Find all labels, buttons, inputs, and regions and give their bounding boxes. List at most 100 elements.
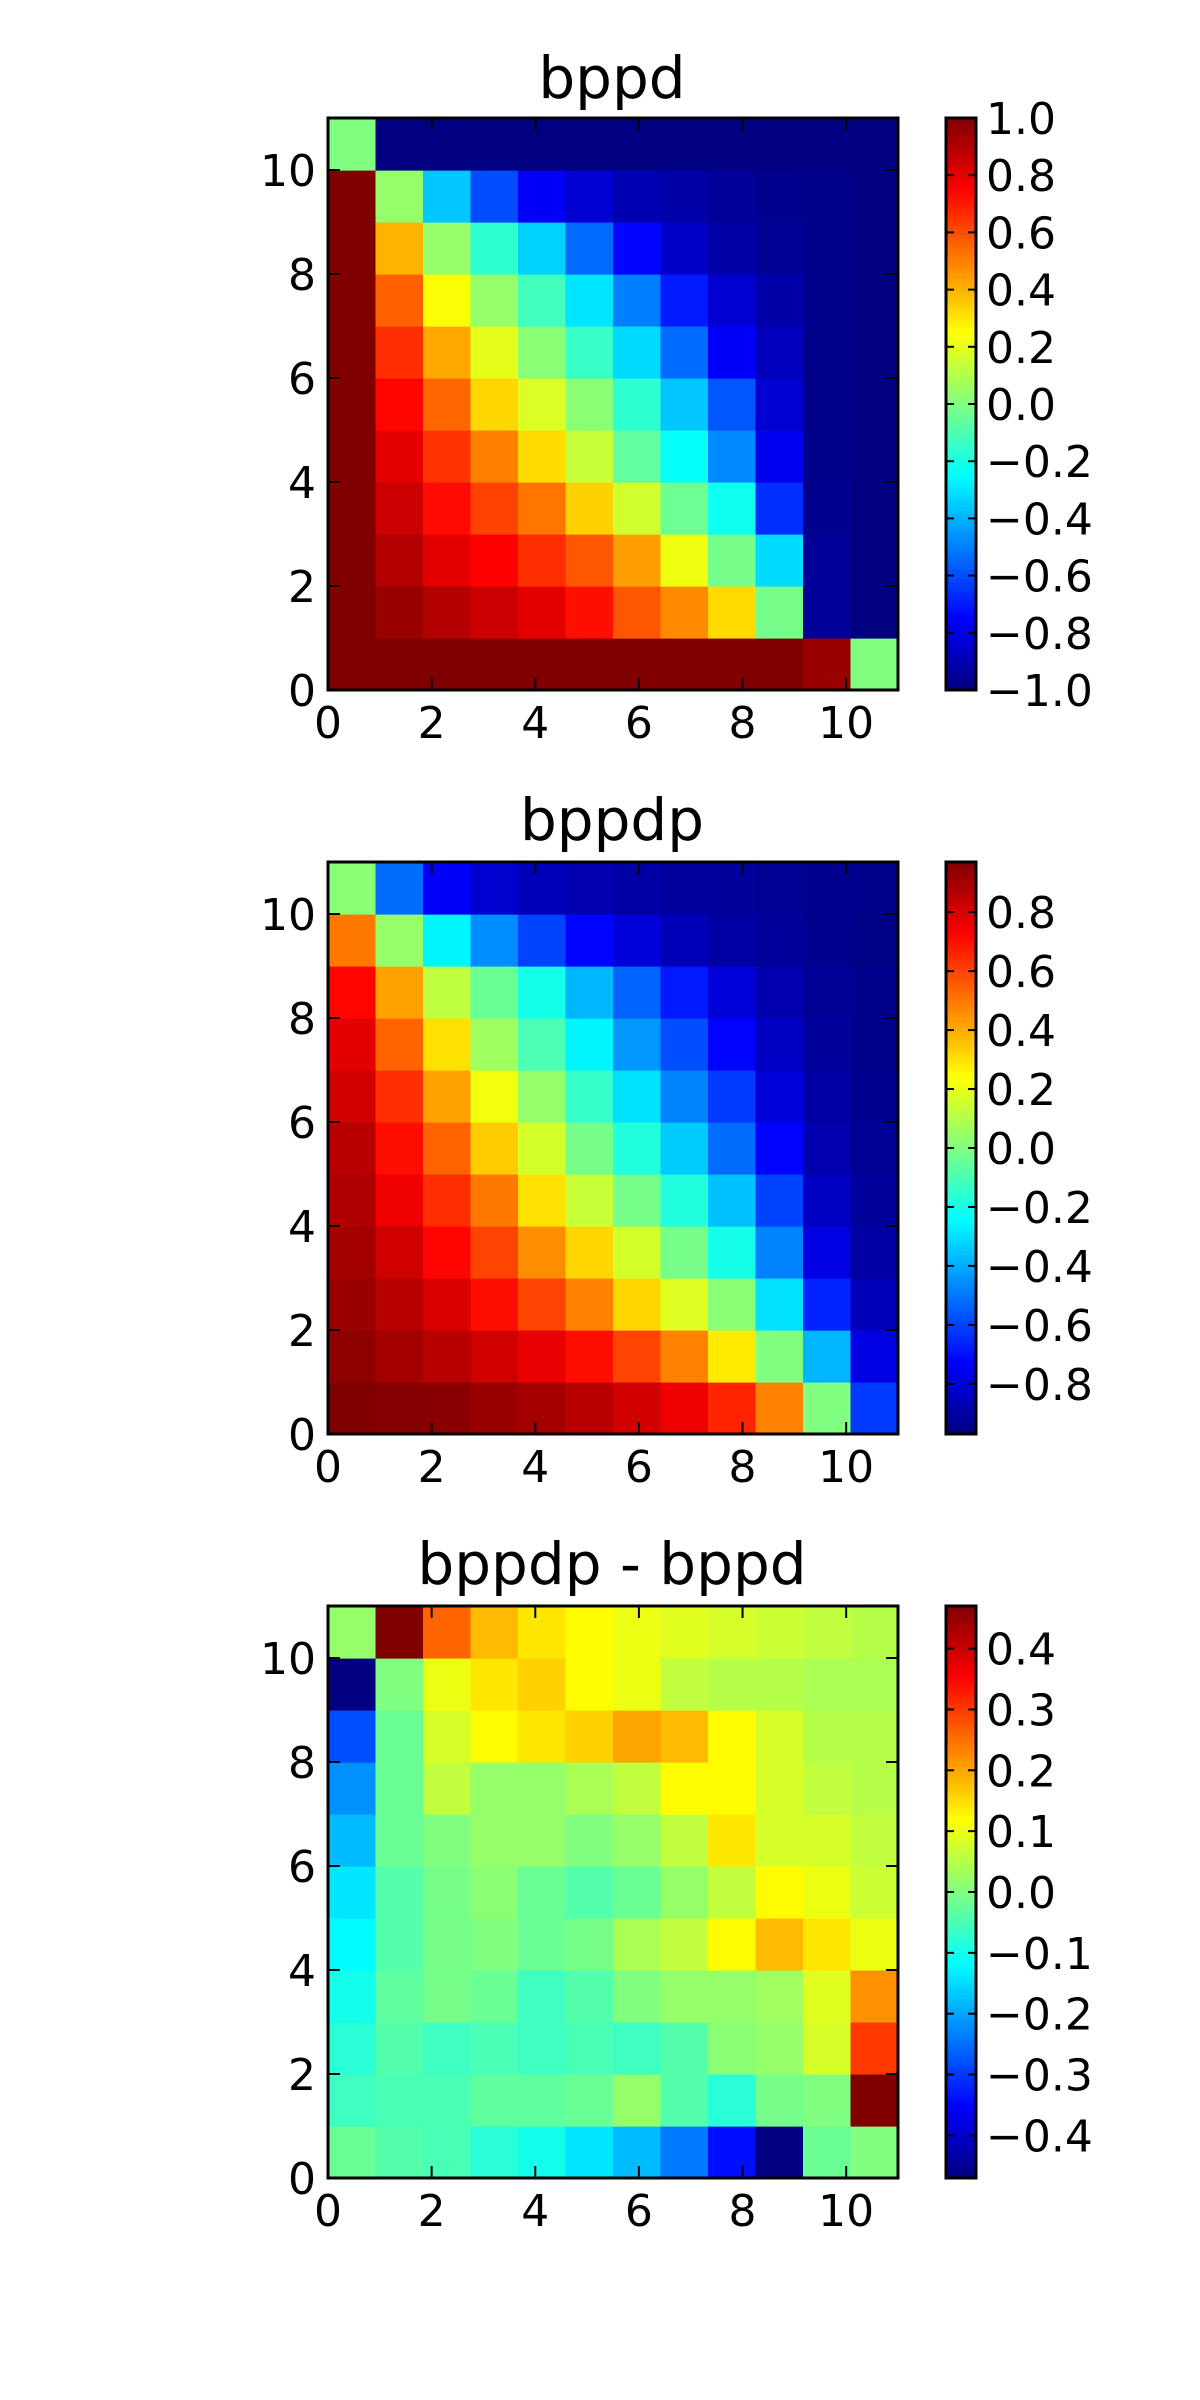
colorbar-segment	[946, 1121, 976, 1127]
colorbar-segment	[946, 1762, 976, 1768]
colorbar-tick-label: 0.4	[986, 266, 1056, 317]
y-tick-label: 4	[288, 1202, 316, 1253]
colorbar-segment	[946, 1874, 976, 1880]
heatmap-cell	[708, 2074, 757, 2127]
colorbar-segment	[946, 964, 976, 970]
heatmap-cell	[423, 1606, 472, 1659]
colorbar-segment	[946, 484, 976, 490]
colorbar-segment	[946, 502, 976, 508]
heatmap-cell	[755, 1122, 804, 1175]
heatmap-cell	[803, 1382, 852, 1435]
colorbar-segment	[946, 1784, 976, 1790]
heatmap-cell	[708, 222, 757, 275]
heatmap-cell	[850, 586, 899, 639]
colorbar-segment	[946, 667, 976, 673]
colorbar-segment	[946, 198, 976, 204]
heatmap-cell	[708, 1970, 757, 2023]
heatmap-cell	[518, 118, 567, 171]
heatmap-cell	[660, 482, 709, 535]
colorbar-segment	[946, 875, 976, 881]
heatmap-cell	[423, 326, 472, 379]
x-tick-label: 4	[521, 1442, 549, 1493]
colorbar-segment	[946, 1708, 976, 1714]
colorbar-segment	[946, 1860, 976, 1866]
heatmap-cell	[328, 1866, 377, 1919]
heatmap-cell	[518, 378, 567, 431]
heatmap-cell	[565, 118, 614, 171]
x-tick-label: 0	[314, 1442, 342, 1493]
colorbar-segment	[946, 1865, 976, 1871]
colorbar-segment	[946, 421, 976, 427]
colorbar-segment	[946, 332, 976, 338]
colorbar-segment	[946, 220, 976, 226]
colorbar-segment	[946, 1089, 976, 1095]
heatmap-cell	[375, 1070, 424, 1123]
colorbar-segment	[946, 1994, 976, 2000]
colorbar-segment	[946, 640, 976, 646]
heatmap-cell	[518, 1918, 567, 1971]
heatmap-cell	[375, 274, 424, 327]
heatmap-cell	[613, 1814, 662, 1867]
colorbar-segment	[946, 1726, 976, 1732]
heatmap-cell	[613, 966, 662, 1019]
colorbar-segment	[946, 1411, 976, 1417]
colorbar-segment	[946, 305, 976, 311]
colorbar-segment	[946, 685, 976, 691]
panel-bppd: bppd 0 2 4 6 8 10 0 2 4 6 8 10 1.0 0.8 0.6 0.4 0.2 0.0 −…	[260, 44, 1093, 749]
colorbar-segment	[946, 1402, 976, 1408]
colorbar-segment	[946, 479, 976, 486]
heatmap-cell	[470, 2074, 519, 2127]
colorbar-segment	[946, 996, 976, 1002]
heatmap-cell	[565, 1122, 614, 1175]
heatmap-cell	[708, 1278, 757, 1331]
heatmap-cell	[660, 378, 709, 431]
colorbar-segment	[946, 618, 976, 624]
colorbar-segment	[946, 911, 976, 917]
colorbar-segment	[946, 475, 976, 481]
colorbar-segment	[946, 1668, 976, 1674]
heatmap-cell	[328, 586, 377, 639]
colorbar-segment	[946, 462, 976, 468]
heatmap-cell	[423, 222, 472, 275]
heatmap-cell	[423, 482, 472, 535]
colorbar-segment	[946, 234, 976, 240]
colorbar-segment	[946, 453, 976, 459]
colorbar-segment	[946, 1340, 976, 1346]
colorbar-segment	[946, 399, 976, 405]
heatmap-cell	[755, 118, 804, 171]
heatmap-cell	[755, 170, 804, 223]
colorbar-segment	[946, 1780, 976, 1786]
colorbar-segment	[946, 149, 976, 155]
x-tick-label: 2	[418, 1442, 446, 1493]
heatmap-cell	[613, 274, 662, 327]
colorbar-tick-label: 0.3	[986, 1685, 1056, 1736]
heatmap-cell	[803, 1866, 852, 1919]
colorbar-segment	[946, 2097, 976, 2103]
heatmap-cell	[565, 862, 614, 915]
heatmap-cell	[423, 914, 472, 967]
heatmap-cell	[423, 1970, 472, 2023]
heatmap-cell	[613, 534, 662, 587]
colorbar-segment	[946, 906, 976, 912]
heatmap-cell	[660, 1918, 709, 1971]
colorbar-segment	[946, 2173, 976, 2179]
heatmap-cell	[375, 1762, 424, 1815]
heatmap-cell	[565, 2022, 614, 2075]
colorbar-segment	[946, 951, 976, 957]
x-tick-label: 6	[625, 1442, 653, 1493]
colorbar-segment	[946, 933, 976, 939]
heatmap-cell	[565, 1226, 614, 1279]
colorbar-segment	[946, 1936, 976, 1942]
colorbar-segment	[946, 1331, 976, 1337]
colorbar-segment	[946, 1304, 976, 1310]
colorbar-segment	[946, 596, 976, 602]
colorbar-segment	[946, 1950, 976, 1956]
heatmap-cell	[470, 966, 519, 1019]
heatmap-cell	[328, 1174, 377, 1227]
heatmap-cell	[423, 1330, 472, 1383]
colorbar-segment	[946, 126, 976, 133]
colorbar-segment	[946, 426, 976, 432]
heatmap-cell	[755, 534, 804, 587]
colorbar-segment	[946, 1757, 976, 1764]
